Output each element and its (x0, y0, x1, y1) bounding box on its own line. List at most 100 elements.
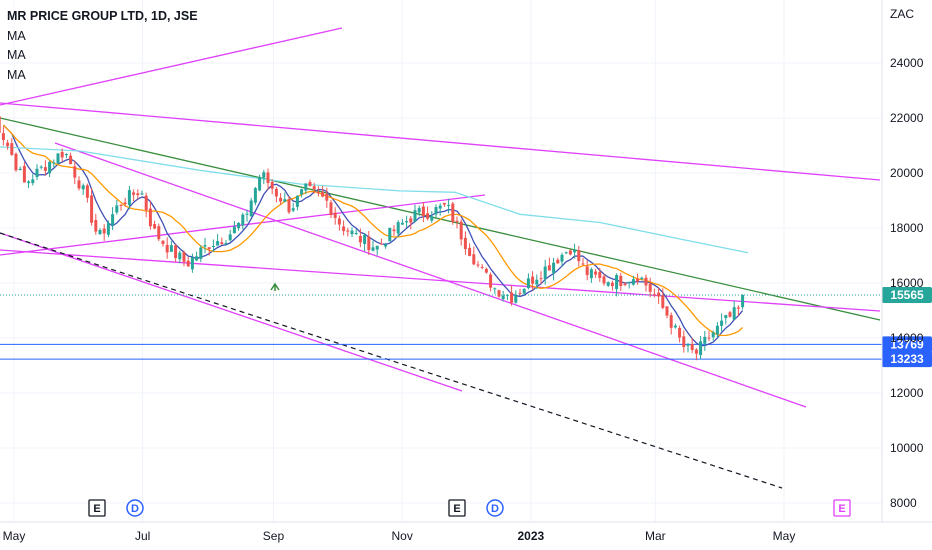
candle-body (232, 226, 236, 234)
candle-body (6, 142, 10, 147)
level-tag (882, 336, 932, 353)
candle-body (253, 188, 257, 203)
candle-body (413, 210, 417, 222)
candle-body (329, 202, 333, 216)
candle-body (203, 245, 207, 247)
trendline-support (0, 249, 881, 312)
candle-body (426, 213, 430, 219)
candle-body (560, 254, 564, 262)
y-tick-label: 20000 (890, 166, 924, 180)
earnings-badge (833, 499, 851, 517)
candle-body (480, 266, 484, 268)
candle-body (308, 182, 312, 187)
candle-body (321, 191, 325, 197)
candle-body (350, 230, 354, 235)
candle-body (585, 266, 589, 276)
candle-body (52, 162, 56, 164)
candle-body (501, 295, 505, 300)
candle-body (258, 177, 262, 191)
candle-body (405, 221, 409, 223)
candle-body (518, 292, 522, 294)
candle-body (421, 206, 425, 217)
candle-body (98, 230, 102, 235)
y-tick-label: 24000 (890, 56, 924, 70)
y-tick-label: 14000 (890, 331, 924, 345)
candle-body (367, 236, 371, 251)
candle-body (627, 282, 631, 284)
candle-body (652, 294, 656, 296)
candle-body (379, 243, 383, 245)
candle-body (669, 315, 673, 328)
candle-body (27, 181, 31, 184)
candle-body (631, 279, 635, 285)
candle-body (539, 278, 543, 280)
annotations (270, 282, 280, 291)
candle-body (140, 193, 144, 195)
candle-body (35, 168, 39, 177)
candle-body (678, 327, 682, 338)
level-tag-label: 13769 (890, 337, 924, 351)
indicator-ma-3[interactable]: MA (7, 67, 26, 82)
x-tick-label: Nov (391, 529, 412, 543)
candle-body (43, 167, 47, 171)
candle-body (455, 220, 459, 223)
candle-body (22, 166, 26, 183)
grid (0, 0, 882, 522)
candle-body (484, 268, 488, 273)
candle-body (648, 283, 652, 292)
candle-body (31, 179, 35, 184)
candle-body (153, 224, 157, 229)
candle-body (144, 195, 148, 211)
y-tick-label: 8000 (890, 496, 917, 510)
candle-body (56, 153, 60, 164)
candle-body (493, 288, 497, 290)
candle-body (237, 222, 241, 229)
candle-body (316, 192, 320, 194)
candle-body (325, 193, 329, 201)
candle-body (0, 116, 1, 133)
level-tag (882, 351, 932, 368)
candle-body (657, 292, 661, 297)
candle-body (388, 227, 392, 242)
y-tick-label: 16000 (890, 276, 924, 290)
candle-body (102, 228, 106, 234)
earnings-badge (448, 499, 466, 517)
candle-body (715, 325, 719, 335)
candle-body (291, 208, 295, 211)
candle-body (136, 193, 140, 195)
candle-body (346, 230, 350, 232)
candle-body (564, 252, 568, 254)
candle-body (400, 222, 404, 225)
candle-body (174, 245, 178, 259)
candle-body (459, 221, 463, 240)
candle-body (644, 277, 648, 286)
candle-body (468, 247, 472, 256)
candle-body (358, 236, 362, 243)
x-tick-label: May (3, 529, 26, 543)
last-price-tag (882, 286, 932, 303)
candle-body (10, 143, 14, 155)
candle-body (94, 220, 98, 232)
y-tick-label: 22000 (890, 111, 924, 125)
candle-body (568, 250, 572, 255)
candle-body (216, 241, 220, 246)
indicator-ma-2[interactable]: MA (7, 48, 26, 62)
candle-body (182, 252, 186, 262)
ma-slow-line (0, 146, 749, 254)
candle-body (274, 188, 278, 197)
candle-body (161, 240, 165, 244)
indicator-ma-1[interactable]: MA (7, 28, 26, 43)
candle-body (497, 290, 501, 297)
candle-body (64, 154, 68, 156)
candle-body (598, 272, 602, 278)
candle-body (589, 269, 593, 279)
candle-body (85, 185, 89, 198)
candle-body (249, 200, 253, 217)
y-tick-label: 18000 (890, 221, 924, 235)
candle-body (741, 294, 745, 308)
candle-body (510, 292, 514, 303)
candle-body (434, 207, 438, 215)
candle-body (266, 172, 270, 184)
last-price-label: 15565 (890, 288, 924, 302)
